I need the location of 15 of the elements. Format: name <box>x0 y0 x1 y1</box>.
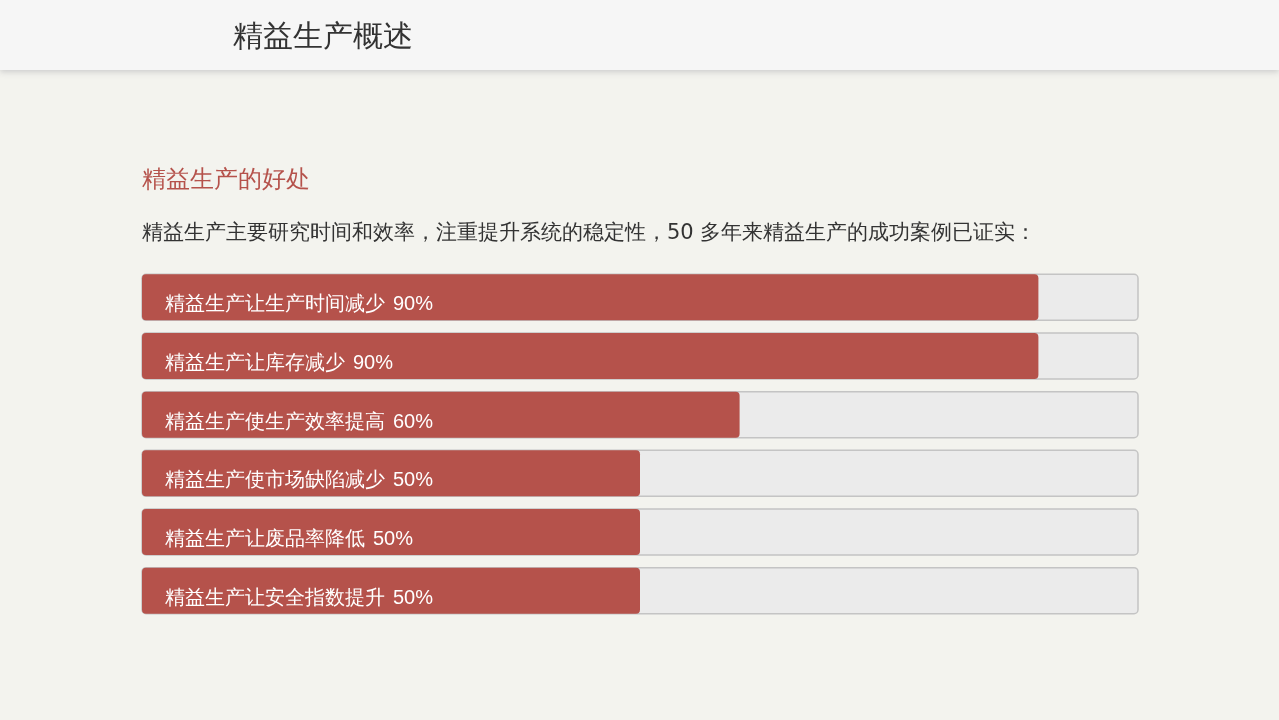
data-label: 50% <box>393 585 434 608</box>
y-tick-label: 精益生产让库存减少 <box>165 351 345 373</box>
text: 精益生产主要研究时间和效率，注重提升系统的稳定性，50 多年来精益生产的成功案例已证实： <box>142 219 1037 246</box>
data-label: 90% <box>353 351 394 373</box>
data-label: 90% <box>393 292 434 315</box>
data-label: 50% <box>393 468 434 491</box>
chart-title: 精益生产概述 <box>233 17 413 55</box>
y-tick-label: 精益生产使市场缺陷减少 <box>165 468 385 491</box>
data-label: 50% <box>373 527 414 549</box>
data-label: 60% <box>393 409 434 432</box>
y-tick-label: 精益生产让废品率降低 <box>165 527 365 549</box>
chart-subtitle: 精益生产的好处 <box>142 164 310 195</box>
y-tick-label: 精益生产让生产时间减少 <box>165 292 385 315</box>
y-tick-label: 精益生产让安全指数提升 <box>165 585 385 608</box>
y-tick-label: 精益生产使生产效率提高 <box>165 409 385 432</box>
